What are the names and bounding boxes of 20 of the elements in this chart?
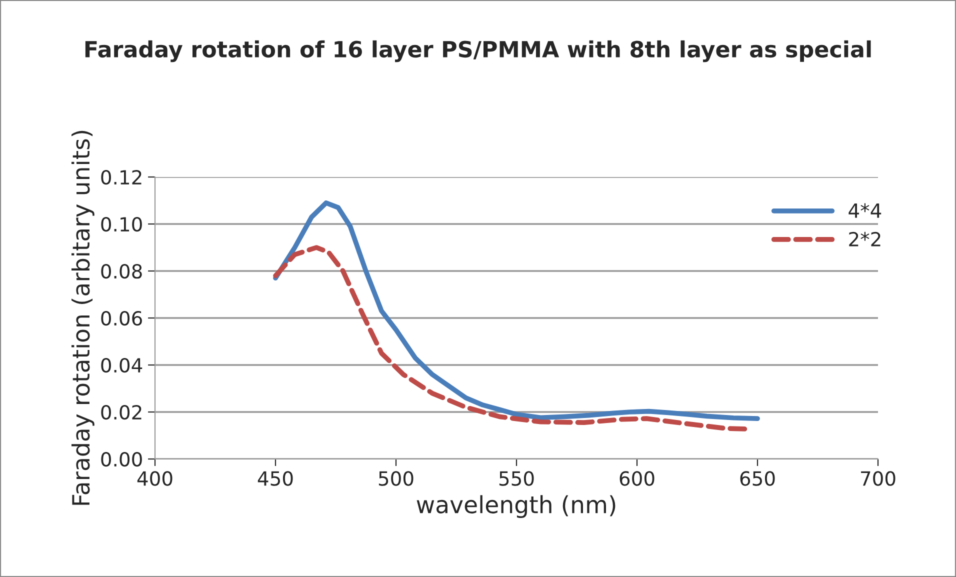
x-tick-label: 400 — [137, 471, 172, 486]
y-tick-label: 0.10 — [101, 216, 142, 232]
legend-label: 2*2 — [849, 232, 880, 246]
y-tick-label: 0.12 — [101, 170, 142, 185]
x-tick-label: 450 — [258, 471, 293, 486]
chart-title: Faraday rotation of 16 layer PS/PMMA with 8th layer as special — [85, 40, 871, 62]
x-tick-label: 550 — [499, 471, 534, 486]
x-tick-label: 600 — [620, 471, 654, 486]
legend-label: 4*4 — [848, 203, 882, 218]
y-axis-title: Faraday rotation (arbitary units) — [71, 130, 94, 505]
x-tick-label: 700 — [861, 471, 896, 486]
x-tick-label: 650 — [740, 471, 775, 486]
y-tick-label: 0.08 — [101, 264, 142, 279]
y-tick-label: 0.06 — [101, 310, 142, 326]
x-axis-title: wavelength (nm) — [416, 495, 616, 518]
x-tick-label: 500 — [378, 471, 414, 486]
y-tick-label: 0.02 — [101, 404, 142, 420]
line-series — [273, 200, 760, 422]
y-tick-label: 0.04 — [101, 358, 142, 373]
y-tick-label: 0.00 — [101, 452, 142, 467]
